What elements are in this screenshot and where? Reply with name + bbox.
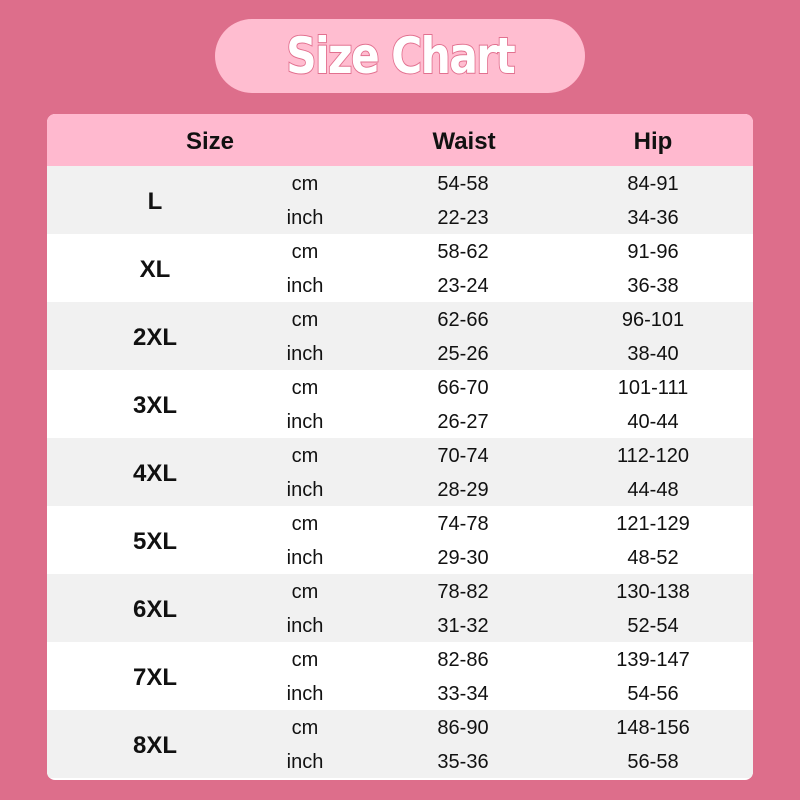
table-header: Size Waist Hip — [47, 114, 753, 166]
hip-inch: 56-58 — [627, 751, 679, 773]
hip-cm: 148-156 — [616, 717, 690, 739]
unit-inch: inch — [286, 207, 324, 229]
table-row: 8XL cm inch 86-90 35-36 148-156 56-58 — [47, 710, 753, 778]
unit-inch: inch — [286, 343, 324, 365]
size-label: XL — [139, 256, 171, 283]
header-size: Size — [185, 128, 235, 155]
page-title: Size Chart — [285, 26, 516, 86]
waist-cm: 78-82 — [437, 581, 489, 603]
unit-cm: cm — [291, 581, 319, 603]
hip-cm: 84-91 — [627, 173, 679, 195]
table-row: 4XL cm inch 70-74 28-29 112-120 44-48 — [47, 438, 753, 506]
unit-inch: inch — [286, 615, 324, 637]
hip-inch: 36-38 — [627, 275, 679, 297]
unit-cm: cm — [291, 309, 319, 331]
size-table: Size Waist Hip L cm inch 54-58 22-23 84-… — [47, 114, 753, 780]
hip-inch: 34-36 — [627, 207, 679, 229]
unit-cm: cm — [291, 649, 319, 671]
unit-inch: inch — [286, 751, 324, 773]
unit-inch: inch — [286, 275, 324, 297]
unit-cm: cm — [291, 241, 319, 263]
waist-inch: 23-24 — [437, 275, 489, 297]
size-label: 2XL — [132, 324, 178, 351]
waist-cm: 74-78 — [437, 513, 489, 535]
waist-inch: 29-30 — [437, 547, 489, 569]
hip-inch: 52-54 — [627, 615, 679, 637]
table-row: 3XL cm inch 66-70 26-27 101-111 40-44 — [47, 370, 753, 438]
size-label: 5XL — [132, 528, 178, 555]
table-row: XL cm inch 58-62 23-24 91-96 36-38 — [47, 234, 753, 302]
size-label: L — [147, 188, 163, 215]
hip-cm: 96-101 — [621, 309, 685, 331]
hip-inch: 54-56 — [627, 683, 679, 705]
waist-inch: 22-23 — [437, 207, 489, 229]
unit-cm: cm — [291, 445, 319, 467]
waist-cm: 86-90 — [437, 717, 489, 739]
hip-cm: 130-138 — [616, 581, 690, 603]
size-label: 3XL — [132, 392, 178, 419]
hip-cm: 101-111 — [617, 377, 689, 399]
hip-inch: 38-40 — [627, 343, 679, 365]
hip-inch: 44-48 — [627, 479, 679, 501]
size-label: 6XL — [132, 596, 178, 623]
table-row: 2XL cm inch 62-66 25-26 96-101 38-40 — [47, 302, 753, 370]
unit-inch: inch — [286, 411, 324, 433]
unit-cm: cm — [291, 717, 319, 739]
waist-cm: 62-66 — [437, 309, 489, 331]
table-row: 5XL cm inch 74-78 29-30 121-129 48-52 — [47, 506, 753, 574]
waist-inch: 31-32 — [437, 615, 489, 637]
waist-inch: 35-36 — [437, 751, 489, 773]
hip-cm: 112-120 — [617, 445, 689, 467]
waist-inch: 26-27 — [437, 411, 489, 433]
waist-cm: 82-86 — [437, 649, 489, 671]
header-hip: Hip — [633, 128, 673, 155]
title-banner: Size Chart — [215, 19, 585, 93]
hip-cm: 121-129 — [616, 513, 690, 535]
hip-cm: 139-147 — [616, 649, 690, 671]
unit-inch: inch — [286, 479, 324, 501]
hip-inch: 48-52 — [627, 547, 679, 569]
size-label: 8XL — [132, 732, 178, 759]
unit-cm: cm — [291, 173, 319, 195]
table-body: L cm inch 54-58 22-23 84-91 34-36 XL cm i… — [47, 166, 753, 778]
unit-inch: inch — [286, 683, 324, 705]
hip-cm: 91-96 — [627, 241, 679, 263]
size-label: 7XL — [132, 664, 178, 691]
waist-cm: 54-58 — [437, 173, 489, 195]
table-row: L cm inch 54-58 22-23 84-91 34-36 — [47, 166, 753, 234]
header-waist: Waist — [432, 128, 496, 155]
table-row: 7XL cm inch 82-86 33-34 139-147 54-56 — [47, 642, 753, 710]
waist-cm: 58-62 — [437, 241, 489, 263]
waist-cm: 70-74 — [437, 445, 489, 467]
waist-inch: 25-26 — [437, 343, 489, 365]
waist-cm: 66-70 — [437, 377, 489, 399]
unit-cm: cm — [291, 377, 319, 399]
unit-inch: inch — [286, 547, 324, 569]
table-row: 6XL cm inch 78-82 31-32 130-138 52-54 — [47, 574, 753, 642]
hip-inch: 40-44 — [627, 411, 679, 433]
waist-inch: 33-34 — [437, 683, 489, 705]
size-label: 4XL — [132, 460, 178, 487]
waist-inch: 28-29 — [437, 479, 489, 501]
unit-cm: cm — [291, 513, 319, 535]
